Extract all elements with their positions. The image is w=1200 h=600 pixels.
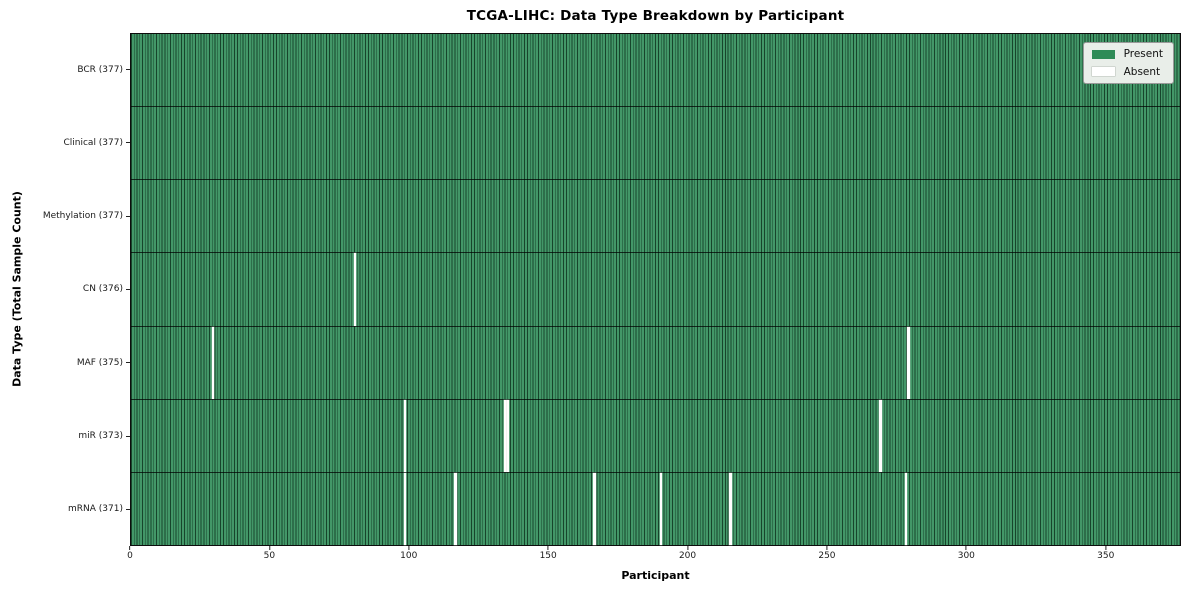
x-tick-label: 150: [539, 551, 557, 561]
chart-title: TCGA-LIHC: Data Type Breakdown by Partic…: [466, 8, 845, 24]
x-tick-mark: [129, 546, 131, 550]
x-tick-100: 100: [400, 546, 417, 561]
legend: Present Absent: [1082, 42, 1174, 84]
absent-mark: [211, 326, 215, 399]
x-tick-150: 150: [540, 546, 557, 561]
legend-label-absent: Absent: [1123, 65, 1161, 78]
heatmap-plot: Present Absent: [130, 33, 1181, 546]
y-tick-label: mRNA (371): [68, 504, 123, 515]
y-tick-label: MAF (375): [76, 357, 123, 368]
y-tick-label: BCR (377): [77, 64, 123, 75]
y-tick-mrna: mRNA (371): [0, 473, 130, 546]
absent-mark: [879, 399, 883, 472]
x-tick-label: 50: [263, 551, 276, 561]
y-tick-mir: miR (373): [0, 399, 130, 472]
y-tick-mark: [126, 508, 130, 510]
x-tick-mark: [268, 546, 270, 550]
y-tick-clinical: Clinical (377): [0, 106, 130, 179]
absent-mark: [659, 472, 663, 545]
y-tick-methylation: Methylation (377): [0, 180, 130, 253]
y-tick-label: CN (376): [82, 284, 123, 295]
x-tick-200: 200: [679, 546, 696, 561]
y-tick-mark: [126, 215, 130, 217]
x-tick-label: 300: [957, 551, 975, 561]
y-tick-maf: MAF (375): [0, 326, 130, 399]
heatmap-row-maf: [131, 325, 1180, 399]
y-tick-mark: [126, 435, 130, 437]
absent-mark: [403, 399, 407, 472]
heatmap-rows: [131, 34, 1180, 545]
y-tick-cn: CN (376): [0, 253, 130, 326]
heatmap-row-cn: [131, 252, 1180, 326]
absent-mark: [353, 253, 357, 326]
heatmap-row-methylation: [131, 179, 1180, 252]
x-tick-label: 0: [127, 551, 133, 561]
heatmap-row-mir: [131, 398, 1180, 472]
x-tick-300: 300: [958, 546, 975, 561]
x-tick-mark: [1105, 546, 1107, 550]
heatmap-row-bcr: [131, 34, 1180, 106]
absent-swatch: [1091, 67, 1115, 77]
x-tick-label: 100: [400, 551, 418, 561]
absent-mark: [453, 472, 457, 545]
y-tick-label: miR (373): [78, 431, 123, 442]
x-tick-mark: [965, 546, 967, 550]
legend-item-absent: Absent: [1091, 65, 1163, 78]
absent-mark: [592, 472, 596, 545]
legend-label-present: Present: [1123, 48, 1163, 60]
absent-mark: [904, 472, 908, 545]
absent-mark: [506, 399, 510, 472]
y-axis: BCR (377) Clinical (377) Methylation (377)…: [0, 33, 130, 546]
y-tick-mark: [126, 288, 130, 290]
absent-mark: [729, 472, 733, 545]
y-tick-label: Clinical (377): [63, 137, 123, 148]
legend-item-present: Present: [1091, 48, 1163, 60]
absent-mark: [907, 326, 911, 399]
x-tick-label: 350: [1097, 551, 1115, 561]
absent-mark: [503, 399, 507, 472]
x-tick-0: 0: [127, 546, 133, 561]
x-tick-label: 250: [818, 551, 836, 561]
y-tick-mark: [126, 69, 130, 71]
x-tick-mark: [547, 546, 549, 550]
y-tick-mark: [126, 142, 130, 144]
x-tick-label: 200: [678, 551, 697, 561]
present-swatch: [1091, 49, 1115, 59]
x-axis: 0 50 100 150 200 250 300 350: [127, 546, 1181, 566]
y-tick-mark: [126, 362, 130, 364]
heatmap-row-clinical: [131, 106, 1180, 179]
x-tick-mark: [408, 546, 410, 550]
y-tick-label: Methylation (377): [42, 211, 123, 222]
x-tick-mark: [687, 546, 689, 550]
x-tick-250: 250: [818, 546, 836, 561]
x-tick-50: 50: [264, 546, 275, 561]
x-tick-350: 350: [1097, 546, 1114, 561]
absent-mark: [403, 472, 407, 545]
y-tick-bcr: BCR (377): [0, 33, 130, 106]
heatmap-row-mrna: [131, 471, 1180, 545]
x-axis-label: Participant: [621, 569, 690, 582]
x-tick-mark: [826, 546, 828, 550]
